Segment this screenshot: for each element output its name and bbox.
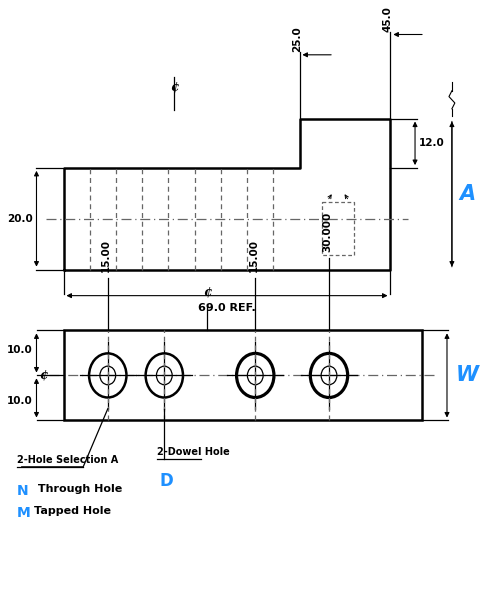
Text: D: D xyxy=(160,472,173,490)
Text: 15.00: 15.00 xyxy=(249,240,259,272)
Text: A: A xyxy=(460,184,475,204)
Text: 2-Hole Selection A: 2-Hole Selection A xyxy=(17,454,118,464)
Text: ¢: ¢ xyxy=(203,286,211,298)
Text: ¢: ¢ xyxy=(170,80,179,93)
Text: 25.0: 25.0 xyxy=(292,26,302,52)
Text: N: N xyxy=(17,484,28,498)
Text: W: W xyxy=(456,365,479,385)
Text: M: M xyxy=(17,506,30,520)
Text: 2-Dowel Hole: 2-Dowel Hole xyxy=(157,447,230,457)
Text: 10.0: 10.0 xyxy=(7,396,32,406)
Text: 15.00: 15.00 xyxy=(102,240,112,272)
Text: 30.000: 30.000 xyxy=(322,212,332,252)
Text: ¢: ¢ xyxy=(40,369,48,382)
Text: 10.0: 10.0 xyxy=(7,345,32,355)
Text: 69.0 REF.: 69.0 REF. xyxy=(198,302,256,313)
Text: Tapped Hole: Tapped Hole xyxy=(34,506,111,517)
Text: 45.0: 45.0 xyxy=(383,6,393,31)
Text: 12.0: 12.0 xyxy=(419,138,444,148)
Text: 20.0: 20.0 xyxy=(7,213,32,224)
Bar xyxy=(64,330,422,420)
Text: Through Hole: Through Hole xyxy=(34,484,122,494)
